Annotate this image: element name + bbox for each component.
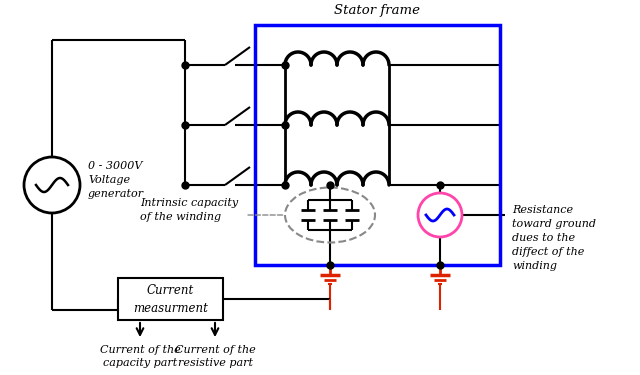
Text: Current of the
resistive part: Current of the resistive part [175,345,255,368]
Text: 0 - 3000V
Voltage
generator: 0 - 3000V Voltage generator [88,161,144,199]
Text: Intrinsic capacity
of the winding: Intrinsic capacity of the winding [140,198,238,222]
Text: Current of the
capacity part: Current of the capacity part [100,345,180,368]
Text: Current
measurment: Current measurment [133,284,208,315]
Bar [118,278,223,320]
Text: Resistance
toward ground
dues to the
diffect of the
winding: Resistance toward ground dues to the dif… [512,205,596,271]
Text: Stator frame: Stator frame [335,4,420,17]
Bar [255,25,500,265]
